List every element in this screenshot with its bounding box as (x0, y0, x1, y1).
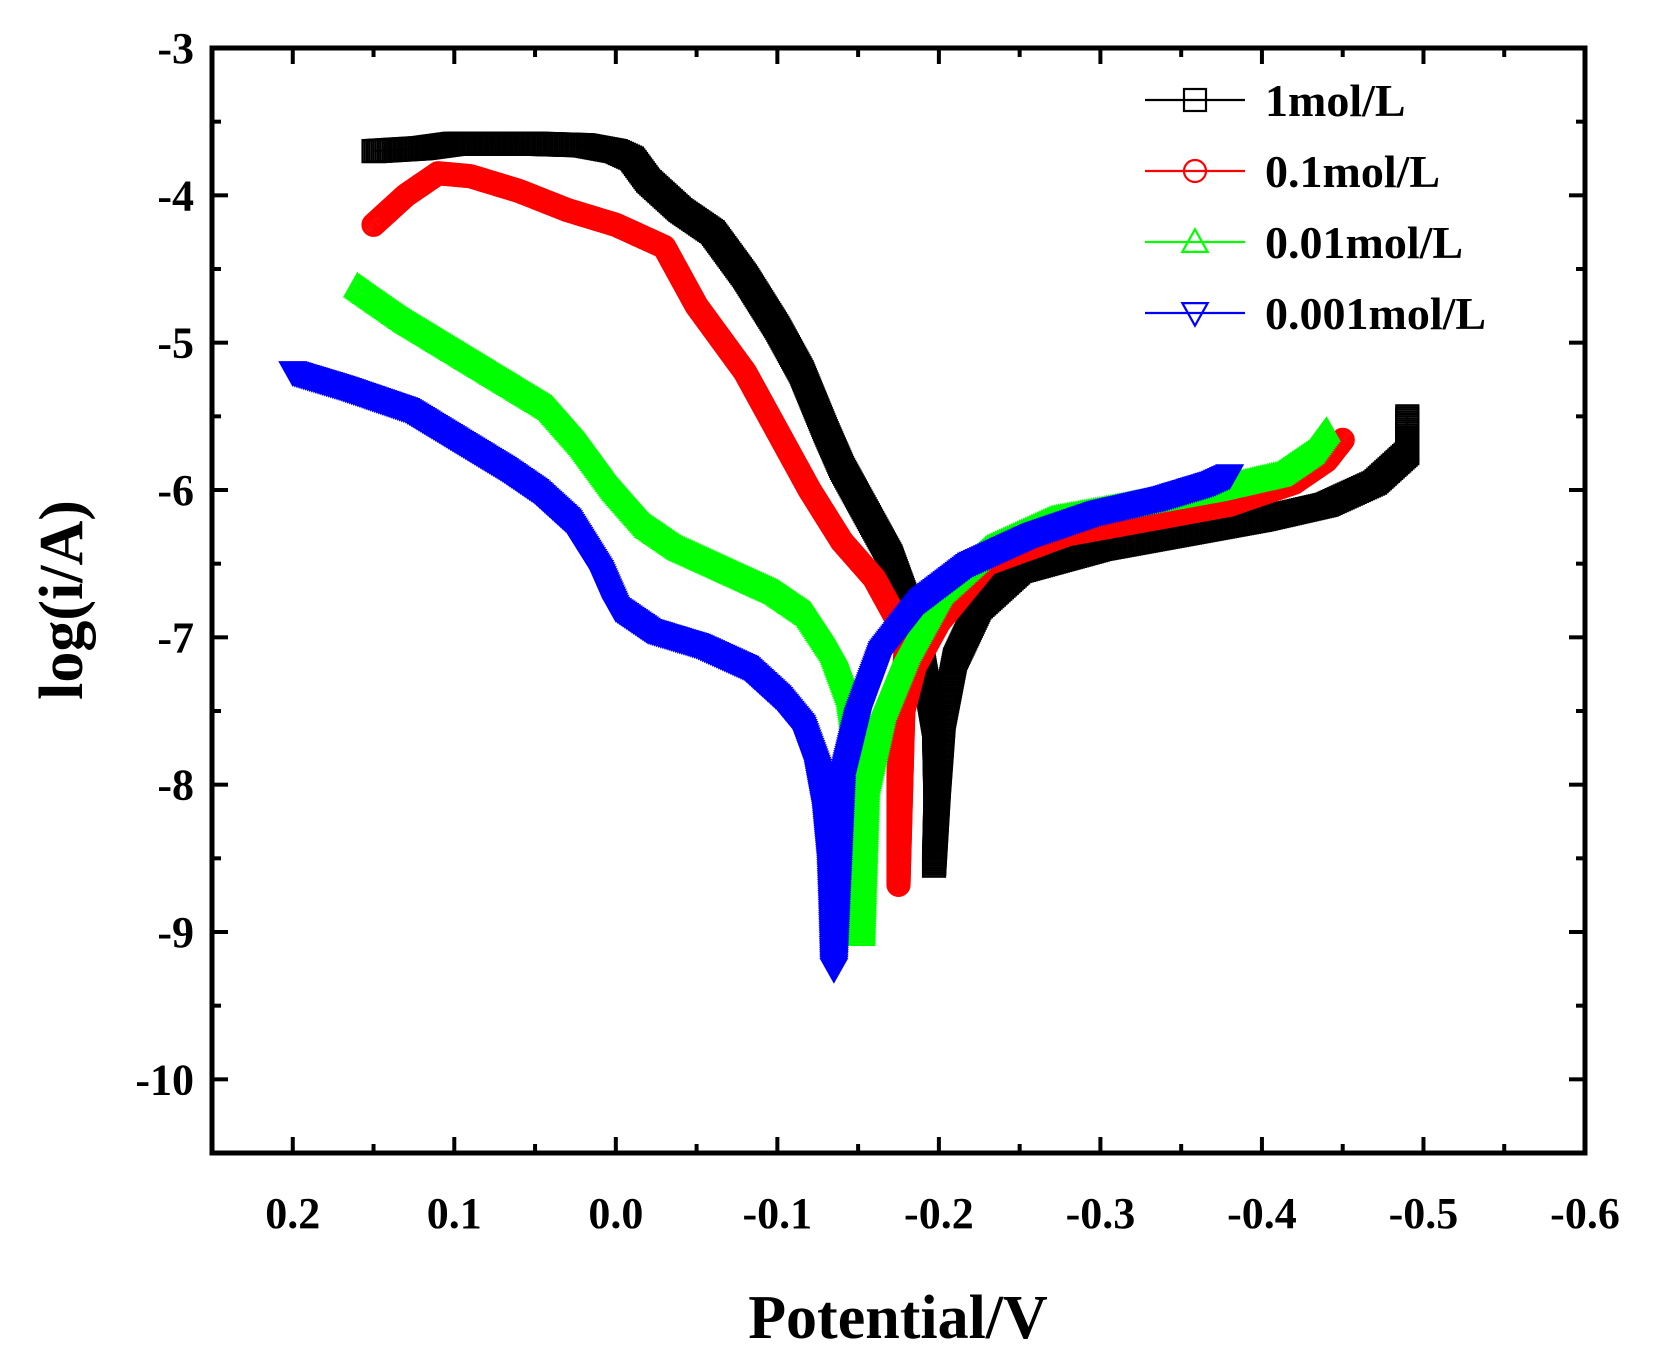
data-marker (1395, 404, 1420, 429)
y-tick-label: -9 (157, 908, 194, 957)
y-tick-label: -10 (135, 1055, 194, 1104)
legend-marker (1180, 227, 1210, 253)
x-tick-label: 0.1 (427, 1189, 482, 1238)
y-tick-label: -6 (157, 466, 194, 515)
legend-item: 0.01mol/L (1145, 217, 1463, 268)
y-tick-label: -4 (157, 171, 194, 220)
y-tick-label: -7 (157, 613, 194, 662)
x-tick-label: 0.2 (265, 1189, 320, 1238)
series-layer (278, 131, 1420, 984)
legend-label: 0.001mol/L (1265, 288, 1486, 339)
x-tick-label: -0.6 (1550, 1189, 1620, 1238)
legend-marker (1182, 158, 1208, 184)
legend: 1mol/L 0.1mol/L 0.01mol/L 0.001mol/L (1145, 75, 1486, 339)
y-axis-title: log(i/A) (28, 500, 96, 700)
legend-marker (1182, 87, 1208, 113)
x-tick-label: -0.4 (1227, 1189, 1297, 1238)
series-triangle-down (278, 361, 1245, 984)
legend-item: 0.1mol/L (1145, 146, 1440, 197)
legend-label: 0.01mol/L (1265, 217, 1463, 268)
y-tick-label: -5 (157, 319, 194, 368)
y-tick-label: -3 (157, 24, 194, 73)
x-axis-title: Potential/V (748, 1284, 1048, 1352)
x-tick-label: -0.2 (904, 1189, 974, 1238)
x-tick-label: -0.5 (1389, 1189, 1459, 1238)
data-marker (1312, 416, 1342, 443)
x-tick-label: 0.0 (588, 1189, 643, 1238)
x-tick-label: -0.3 (1066, 1189, 1136, 1238)
legend-item: 1mol/L (1145, 75, 1406, 126)
y-tick-label: -8 (157, 761, 194, 810)
axis-ticks: 0.2 0.1 0.0 -0.1 -0.2 -0.3 -0.4 -0.5 -0.6 -3 -4 -5 -… (135, 24, 1619, 1238)
legend-item: 0.001mol/L (1145, 288, 1486, 339)
legend-marker (1180, 302, 1210, 328)
legend-label: 1mol/L (1265, 75, 1406, 126)
x-tick-label: -0.1 (743, 1189, 813, 1238)
legend-label: 0.1mol/L (1265, 146, 1440, 197)
data-marker (1215, 464, 1245, 491)
